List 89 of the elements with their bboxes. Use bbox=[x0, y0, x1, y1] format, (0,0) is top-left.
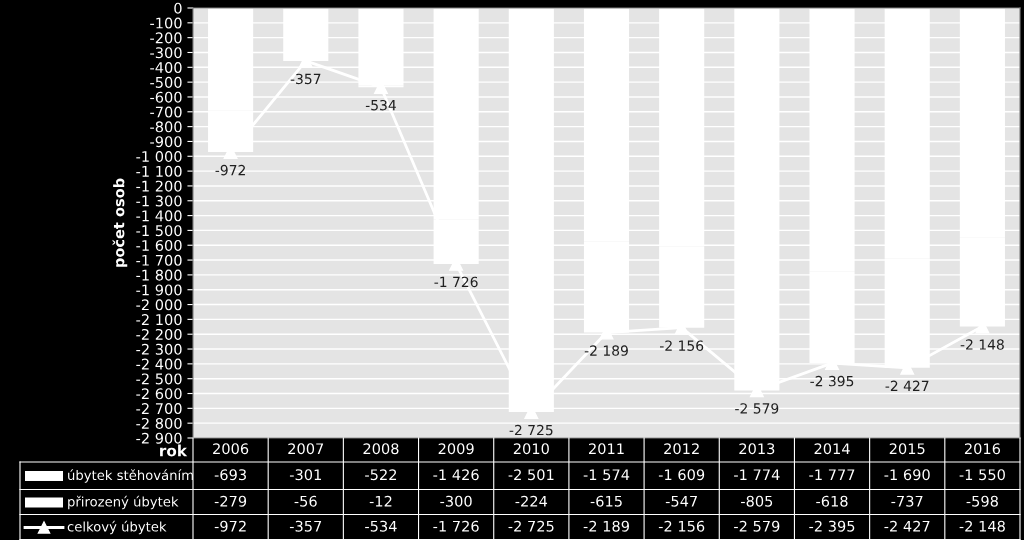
legend-label: přirozený úbytek bbox=[68, 495, 179, 510]
data-label: -357 bbox=[289, 520, 322, 532]
data-label: -300 bbox=[440, 495, 472, 507]
data-label: -1 774 bbox=[734, 469, 780, 481]
data-label: -1 550 bbox=[959, 469, 1005, 481]
text: -1 726 bbox=[434, 276, 478, 288]
data-label: -2 427 bbox=[884, 520, 930, 532]
text: -2 427 bbox=[885, 380, 929, 391]
data-label: -2 501 bbox=[508, 469, 554, 481]
y-tick-label: -1 300 bbox=[136, 195, 182, 207]
x-tick-label: 2011 bbox=[589, 443, 624, 455]
text: -972 bbox=[215, 164, 245, 176]
data-label: -12 bbox=[369, 495, 392, 507]
data-label: -805 bbox=[741, 495, 773, 507]
x-tick-label: 2012 bbox=[664, 443, 699, 455]
data-label: -1 690 bbox=[884, 469, 930, 481]
data-label: -693 bbox=[214, 469, 246, 481]
x-tick-label: 2013 bbox=[739, 443, 775, 455]
y-tick-label: -800 bbox=[150, 121, 182, 133]
text: -2 579 bbox=[735, 403, 779, 414]
y-tick-label: -1 500 bbox=[136, 225, 182, 237]
y-tick-label: -2 500 bbox=[136, 373, 182, 385]
y-tick-label: -1 800 bbox=[136, 269, 182, 281]
y-tick-label: -100 bbox=[150, 17, 182, 29]
x-tick-label: 2010 bbox=[513, 443, 549, 455]
data-label: -2 156 bbox=[658, 520, 705, 532]
x-tick-label: 2007 bbox=[288, 443, 324, 455]
text: -2 156 bbox=[659, 340, 704, 351]
x-tick-label: 2006 bbox=[213, 443, 249, 455]
y-tick-label: -400 bbox=[150, 62, 182, 74]
data-label: -522 bbox=[365, 469, 397, 481]
data-label: -598 bbox=[966, 495, 998, 507]
y-tick-label: -2 800 bbox=[136, 417, 182, 429]
y-tick-label: -1 400 bbox=[136, 210, 182, 222]
data-label: -2 148 bbox=[959, 520, 1005, 532]
data-label: -1 426 bbox=[433, 469, 479, 481]
y-tick-label: -1 900 bbox=[136, 284, 182, 296]
y-tick-label: -600 bbox=[150, 91, 182, 103]
data-label: -547 bbox=[665, 495, 697, 507]
y-tick-label: -2 900 bbox=[136, 432, 182, 444]
y-tick-label: -2 700 bbox=[136, 403, 182, 415]
legend-label: celkový úbytek bbox=[67, 520, 167, 535]
data-label: -1 574 bbox=[583, 469, 630, 481]
data-label: -1 777 bbox=[809, 469, 855, 481]
y-tick-label: -2 600 bbox=[136, 388, 182, 400]
y-tick-label: -2 400 bbox=[136, 358, 182, 370]
x-tick-label: 2008 bbox=[363, 443, 399, 455]
y-tick-label: -2 300 bbox=[136, 343, 182, 355]
data-label: -534 bbox=[365, 520, 397, 532]
text: -357 bbox=[290, 73, 321, 85]
x-axis-title: rok bbox=[160, 444, 188, 457]
y-tick-label: -900 bbox=[150, 136, 182, 148]
data-label: -2 725 bbox=[508, 520, 554, 532]
y-tick-label: -2 200 bbox=[136, 328, 182, 340]
text: -2 395 bbox=[810, 375, 854, 387]
data-label: -1 726 bbox=[433, 520, 479, 532]
data-label: -301 bbox=[289, 469, 321, 481]
text: -2 148 bbox=[960, 339, 1004, 350]
data-label: -279 bbox=[214, 495, 247, 507]
y-tick-label: -1 000 bbox=[136, 150, 182, 163]
y-tick-label: -2 100 bbox=[136, 314, 182, 326]
data-label: -972 bbox=[214, 520, 246, 532]
x-tick-label: 2014 bbox=[814, 443, 850, 455]
data-label: -56 bbox=[294, 495, 317, 507]
y-tick-label: -500 bbox=[150, 76, 182, 88]
y-axis-title: počet osob bbox=[112, 178, 128, 267]
y-tick-label: 0 bbox=[174, 2, 182, 14]
y-tick-label: -300 bbox=[150, 47, 182, 59]
y-tick-label: -1 200 bbox=[136, 180, 182, 192]
text: -534 bbox=[365, 99, 396, 111]
data-label: -737 bbox=[891, 495, 923, 507]
x-tick-label: 2009 bbox=[438, 443, 474, 455]
y-tick-label: -700 bbox=[150, 106, 182, 118]
data-label: -618 bbox=[816, 495, 848, 507]
x-tick-label: 2015 bbox=[889, 443, 925, 455]
data-label: -2 395 bbox=[809, 520, 855, 532]
y-tick-label: -1 100 bbox=[136, 165, 182, 177]
y-tick-label: -200 bbox=[150, 32, 182, 44]
data-label: -1 609 bbox=[658, 469, 705, 481]
data-label: -615 bbox=[590, 495, 622, 507]
x-tick-label: 2016 bbox=[964, 443, 1001, 455]
data-label: -224 bbox=[515, 495, 548, 507]
y-tick-label: -1 700 bbox=[136, 254, 182, 266]
text: -2 189 bbox=[584, 345, 628, 356]
data-label: -2 579 bbox=[734, 520, 780, 532]
y-tick-label: -1 600 bbox=[136, 239, 182, 251]
y-tick-label: -2 000 bbox=[136, 299, 182, 311]
data-label: -2 189 bbox=[583, 520, 629, 532]
text: -2 725 bbox=[509, 424, 553, 436]
